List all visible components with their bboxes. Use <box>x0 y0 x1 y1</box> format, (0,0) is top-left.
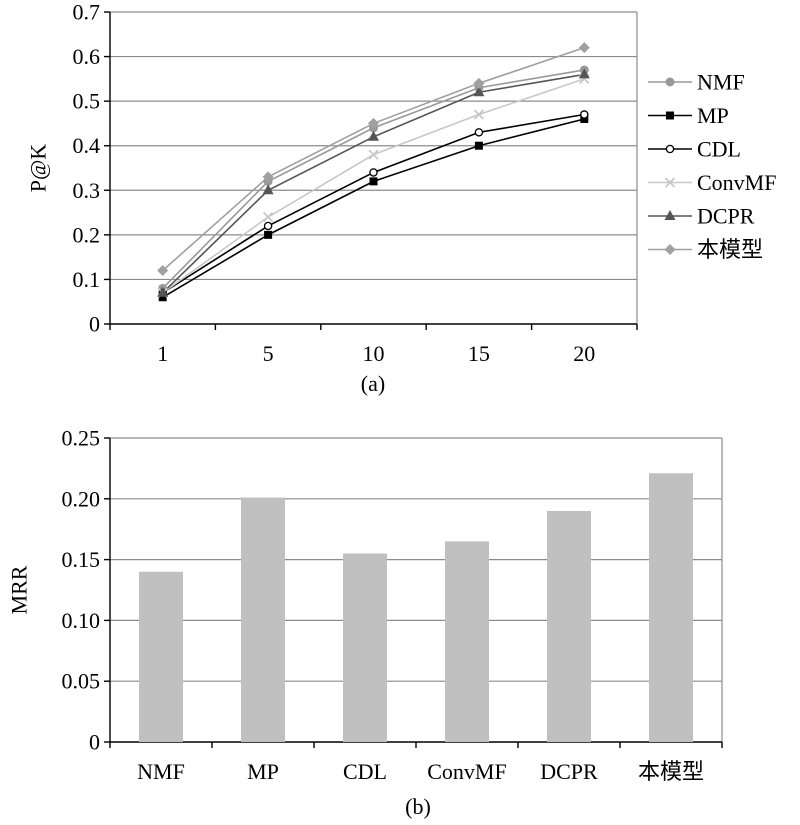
y-tick-label: 0 <box>89 312 100 337</box>
legend-label-nmf: NMF <box>697 70 745 95</box>
x-tick-label: 10 <box>363 341 385 366</box>
y-tick-label: 0.10 <box>62 608 101 633</box>
data-point-item-6 <box>578 42 590 54</box>
data-point-cdl <box>474 128 484 137</box>
legend-marker-convmf <box>664 177 676 188</box>
legend-marker-cdl <box>665 144 675 154</box>
data-point-dcpr <box>368 130 379 141</box>
chart-a-caption: (a) <box>361 371 385 396</box>
legend-marker-nmf <box>665 77 675 87</box>
y-tick-label: 0.20 <box>62 486 101 511</box>
legend-marker-item-6 <box>664 244 676 255</box>
chart-a-series <box>157 42 590 302</box>
chart-b-y-axis-title: MRR <box>7 565 32 614</box>
x-tick-label: 20 <box>573 341 595 366</box>
data-point-cdl <box>263 221 273 231</box>
y-tick-label: 0.7 <box>73 0 101 25</box>
chart-b-caption: (b) <box>405 794 431 819</box>
chart-b-frame: 0 0.05 0.10 0.15 0.20 0.25 NMF MP CDL ConvMF DCPR 本… <box>62 426 723 784</box>
y-tick-label: 0.4 <box>73 133 101 158</box>
data-point-item-6 <box>157 265 169 277</box>
x-tick-label: 15 <box>468 341 490 366</box>
y-tick-label: 0 <box>89 730 100 755</box>
legend-marker-mp <box>666 111 674 120</box>
x-tick-label: CDL <box>343 759 387 784</box>
legend-label-dcpr: DCPR <box>697 204 755 229</box>
data-point-mp <box>369 177 378 186</box>
data-point-item-6 <box>368 117 379 129</box>
y-tick-label: 0.6 <box>73 44 101 69</box>
x-tick-label: 本模型 <box>638 759 704 784</box>
data-point-mp <box>580 114 589 123</box>
data-point-convmf <box>368 149 379 160</box>
series-line-cdl <box>162 113 585 294</box>
data-point-dcpr <box>262 184 274 195</box>
y-tick-label: 0.1 <box>73 267 101 292</box>
x-tick-label: 1 <box>157 341 168 366</box>
data-point-dcpr <box>578 68 590 79</box>
data-point-mp <box>474 141 483 150</box>
y-tick-label: 0.3 <box>73 178 101 203</box>
y-tick-label: 0.2 <box>73 222 101 247</box>
y-tick-label: 0.15 <box>62 547 101 572</box>
data-point-cdl <box>369 168 378 177</box>
y-tick-label: 0.05 <box>62 669 101 694</box>
bar-convmf <box>445 541 489 742</box>
bar-dcpr <box>547 510 591 742</box>
data-point-convmf <box>262 211 274 223</box>
x-tick-label: DCPR <box>540 759 598 784</box>
chart-a-y-axis-title: P@K <box>26 144 51 192</box>
data-point-convmf <box>473 109 485 120</box>
y-tick-label: 0.25 <box>62 426 101 451</box>
x-tick-label: NMF <box>137 759 185 784</box>
data-point-item-6 <box>473 77 485 89</box>
chart-a-frame: 00.10.20.30.40.50.60.71 5 10 15 20 <box>73 0 638 366</box>
legend-label-cdl: CDL <box>697 137 741 162</box>
bar-cdl <box>343 553 387 742</box>
data-point-dcpr <box>473 86 485 97</box>
data-point-cdl <box>580 110 589 119</box>
data-point-dcpr <box>157 286 169 297</box>
bar-mp <box>241 497 285 742</box>
chart-b-mrr-bar-chart: 0 0.05 0.10 0.15 0.20 0.25 NMF MP CDL ConvMF DCPR 本… <box>7 426 723 819</box>
data-point-item-6 <box>262 171 274 183</box>
x-tick-label: ConvMF <box>427 759 506 784</box>
bar-item-6 <box>649 473 693 742</box>
data-point-mp <box>158 293 167 302</box>
x-tick-label: 5 <box>263 341 274 366</box>
bar-nmf <box>139 571 183 742</box>
x-tick-label: MP <box>247 759 279 784</box>
legend-label-item-6: 本模型 <box>697 237 763 262</box>
chart-a-legend: NMF MP CDL ConvMF DCPR 本模型 <box>648 70 776 262</box>
y-tick-label: 0.5 <box>73 89 101 114</box>
data-point-mp <box>264 230 273 239</box>
legend-marker-dcpr <box>664 210 676 220</box>
legend-label-convmf: ConvMF <box>697 170 776 195</box>
chart-b-bars <box>139 473 693 742</box>
chart-a-p-at-k-line-chart: 00.10.20.30.40.50.60.71 5 10 15 20 NMFMPCDLC… <box>26 0 777 396</box>
legend-label-mp: MP <box>697 103 729 128</box>
